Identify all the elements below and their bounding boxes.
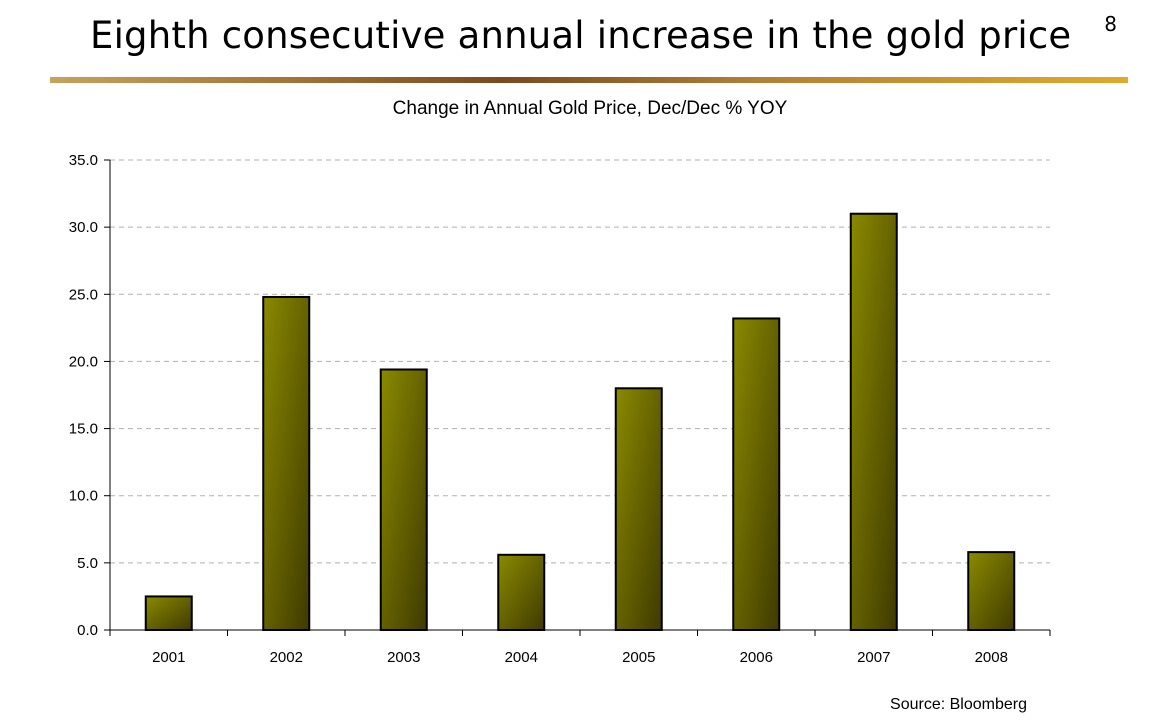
slide-number: 8 <box>1104 12 1117 36</box>
x-tick-label: 2002 <box>270 649 303 666</box>
bar-2002 <box>262 295 311 631</box>
x-tick-labels: 2001 2002 2003 2004 2005 2006 2007 2008 <box>152 649 1008 666</box>
bar-2001 <box>144 595 193 632</box>
y-tick-label: 20.0 <box>69 353 98 370</box>
bar-2004 <box>497 553 546 631</box>
y-tick-labels: 0.0 5.0 10.0 15.0 20.0 25.0 30.0 35.0 <box>69 152 98 639</box>
bar-2008 <box>967 551 1016 631</box>
y-tick-label: 30.0 <box>69 219 98 236</box>
x-tick-label: 2004 <box>505 649 538 666</box>
y-tick-label: 5.0 <box>77 555 98 572</box>
bar-2007 <box>849 212 898 631</box>
slide-title: Eighth consecutive annual increase in th… <box>90 14 1072 57</box>
x-tick-label: 2008 <box>975 649 1008 666</box>
bar-2006 <box>732 317 781 631</box>
y-tick-label: 0.0 <box>77 622 98 639</box>
bars <box>144 212 1016 632</box>
gridlines <box>110 159 1050 564</box>
x-tick-label: 2001 <box>152 649 185 666</box>
title-rule <box>50 77 1128 83</box>
x-tick-label: 2007 <box>857 649 890 666</box>
y-tick-label: 15.0 <box>69 421 98 438</box>
chart-title: Change in Annual Gold Price, Dec/Dec % Y… <box>392 98 788 119</box>
bar-2005 <box>614 387 663 631</box>
x-tick-label: 2005 <box>622 649 655 666</box>
bar-2003 <box>379 368 428 631</box>
y-tick-label: 10.0 <box>69 488 98 505</box>
x-tick-label: 2003 <box>387 649 420 666</box>
source-note: Source: Bloomberg <box>890 696 1027 713</box>
axes <box>104 159 1051 636</box>
y-tick-label: 35.0 <box>69 152 98 169</box>
x-tick-label: 2006 <box>740 649 773 666</box>
y-tick-label: 25.0 <box>69 286 98 303</box>
